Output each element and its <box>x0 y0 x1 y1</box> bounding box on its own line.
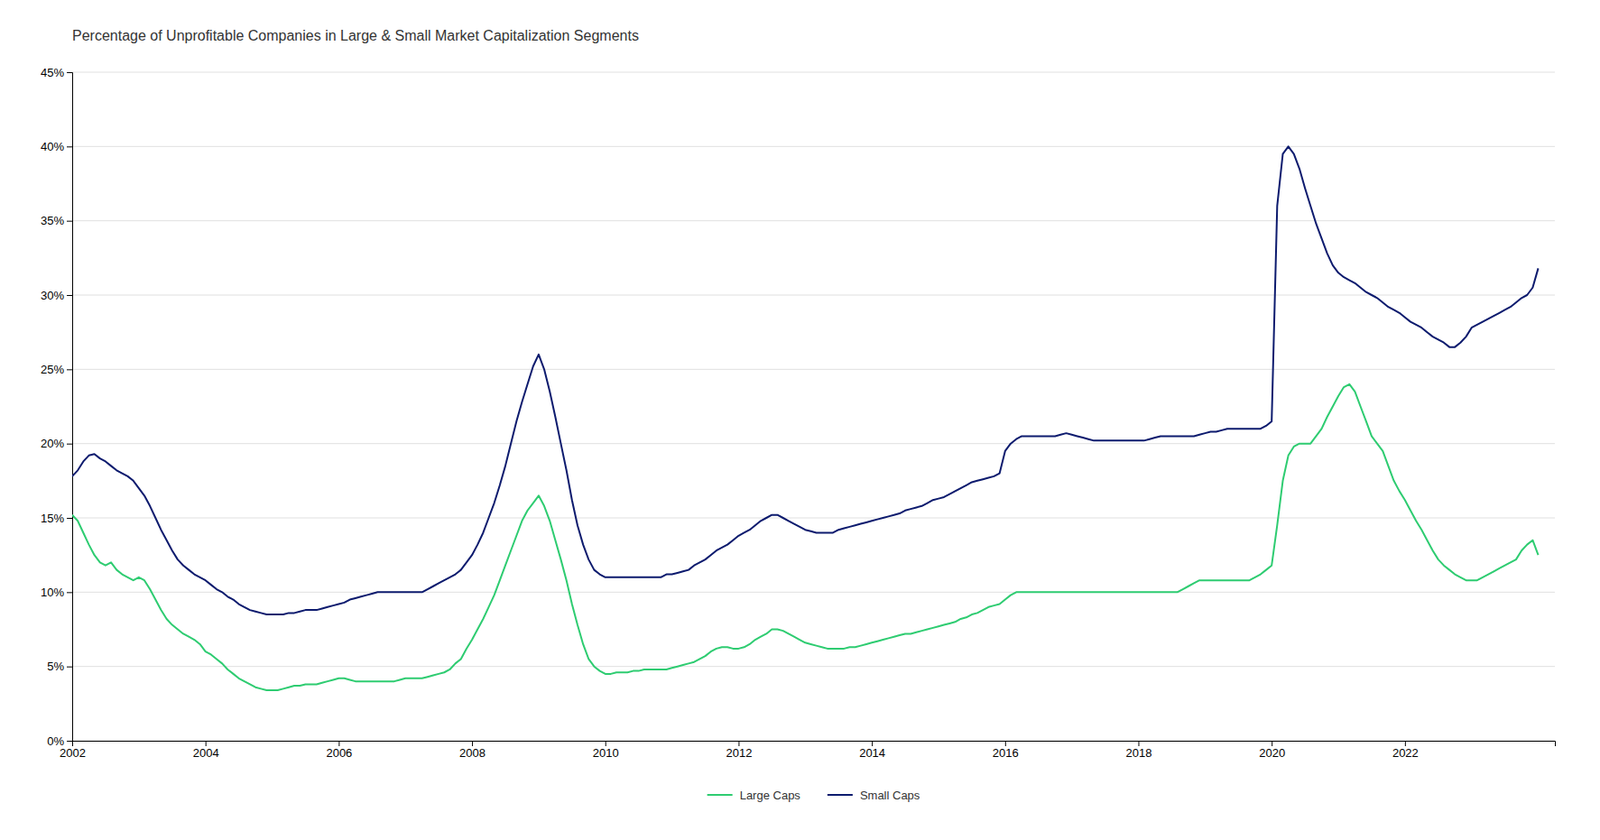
y-tick-label: 10% <box>40 585 65 600</box>
legend-swatch <box>707 794 733 796</box>
x-tick: 2006 <box>325 740 352 760</box>
x-tick-mark <box>738 740 740 747</box>
grid-line <box>72 591 1555 593</box>
y-tick-label: 5% <box>46 659 65 674</box>
x-tick: 2010 <box>592 740 620 760</box>
y-tick-mark <box>66 295 73 296</box>
y-tick-mark <box>66 146 73 148</box>
y-tick-mark <box>66 221 73 222</box>
grid-line <box>72 72 1555 74</box>
plot: 0%5%10%15%20%25%30%35%40%45%200220042006… <box>40 65 1556 761</box>
y-tick-label: 40% <box>40 139 65 154</box>
y-tick: 25% <box>40 362 73 377</box>
x-tick-mark <box>1271 740 1273 747</box>
x-axis: 2002 2004 2006 2008 2010 2012 2014 2016 2018 2020… <box>59 740 1555 760</box>
x-tick-label: 2014 <box>859 746 886 760</box>
grid-line <box>72 369 1555 370</box>
x-tick-mark <box>1005 740 1007 747</box>
legend: Large Caps Small Caps <box>707 788 921 803</box>
y-tick-label: 20% <box>40 436 65 451</box>
y-tick-mark <box>66 740 73 742</box>
x-tick: 2022 <box>1392 740 1419 760</box>
y-tick-mark <box>66 666 73 668</box>
y-tick: 10% <box>40 585 73 600</box>
y-tick-label: 45% <box>40 65 65 80</box>
series-line <box>72 146 1539 615</box>
x-tick-label: 2004 <box>193 746 220 760</box>
x-tick-mark <box>471 740 473 747</box>
series-line <box>72 384 1539 691</box>
x-tick-label: 2008 <box>459 746 486 760</box>
x-tick: 2004 <box>193 740 220 760</box>
grid-line <box>72 295 1555 296</box>
x-tick: 2018 <box>1126 740 1153 760</box>
x-tick: 2012 <box>725 740 752 760</box>
y-tick: 30% <box>40 288 73 303</box>
legend-item: Small Caps <box>827 788 921 803</box>
y-tick: 5% <box>46 659 73 674</box>
x-tick-mark <box>1137 740 1139 747</box>
grid <box>72 72 1555 741</box>
x-tick-mark <box>871 740 873 747</box>
y-tick: 40% <box>40 139 73 154</box>
y-tick: 20% <box>40 436 73 451</box>
legend-label: Small Caps <box>860 788 921 803</box>
y-tick: 35% <box>40 213 73 228</box>
y-tick-mark <box>66 369 73 370</box>
x-tick: 2020 <box>1258 740 1286 760</box>
y-tick-mark <box>66 591 73 593</box>
title: Percentage of Unprofitable Companies in … <box>72 27 639 44</box>
y-axis: 0%5%10%15%20%25%30%35%40%45% <box>40 65 74 749</box>
grid-line <box>72 665 1555 667</box>
grid-line <box>72 146 1555 148</box>
grid-line <box>72 220 1555 222</box>
x-tick-label: 2006 <box>325 746 352 760</box>
x-tick-label: 2022 <box>1392 746 1419 760</box>
y-tick-mark <box>66 443 73 445</box>
x-tick-label: 2002 <box>59 746 86 760</box>
grid-line <box>72 443 1555 444</box>
x-tick: 2002 <box>59 740 86 760</box>
y-tick: 45% <box>40 65 73 80</box>
x-tick-mark <box>605 740 607 747</box>
x-tick: 2014 <box>859 740 886 760</box>
x-tick-label: 2020 <box>1258 746 1286 760</box>
x-tick-mark <box>338 740 340 747</box>
y-tick-label: 25% <box>40 362 65 377</box>
grid-line <box>72 517 1555 519</box>
x-tick: 2016 <box>992 740 1019 760</box>
y-tick-mark <box>66 517 73 519</box>
x-tick-label: 2018 <box>1126 746 1153 760</box>
x-tick-mark <box>72 740 74 747</box>
x-axis-line <box>73 741 1556 748</box>
y-tick-mark <box>66 72 73 74</box>
lines <box>72 146 1539 691</box>
x-tick-label: 2010 <box>592 746 620 760</box>
x-tick-label: 2012 <box>725 746 752 760</box>
y-tick: 15% <box>40 511 73 526</box>
y-axis-line <box>66 73 74 742</box>
y-tick-label: 35% <box>40 213 65 228</box>
x-tick-label: 2016 <box>992 746 1019 760</box>
y-tick-label: 15% <box>40 511 65 526</box>
legend-label: Large Caps <box>739 788 802 803</box>
chart: 0%5%10%15%20%25%30%35%40%45%200220042006… <box>0 0 1600 840</box>
x-tick-mark <box>1405 740 1406 747</box>
legend-swatch <box>827 794 853 796</box>
y-tick-label: 30% <box>40 288 65 303</box>
x-tick: 2008 <box>459 740 486 760</box>
x-tick-mark <box>205 740 207 747</box>
legend-item: Large Caps <box>707 788 802 803</box>
